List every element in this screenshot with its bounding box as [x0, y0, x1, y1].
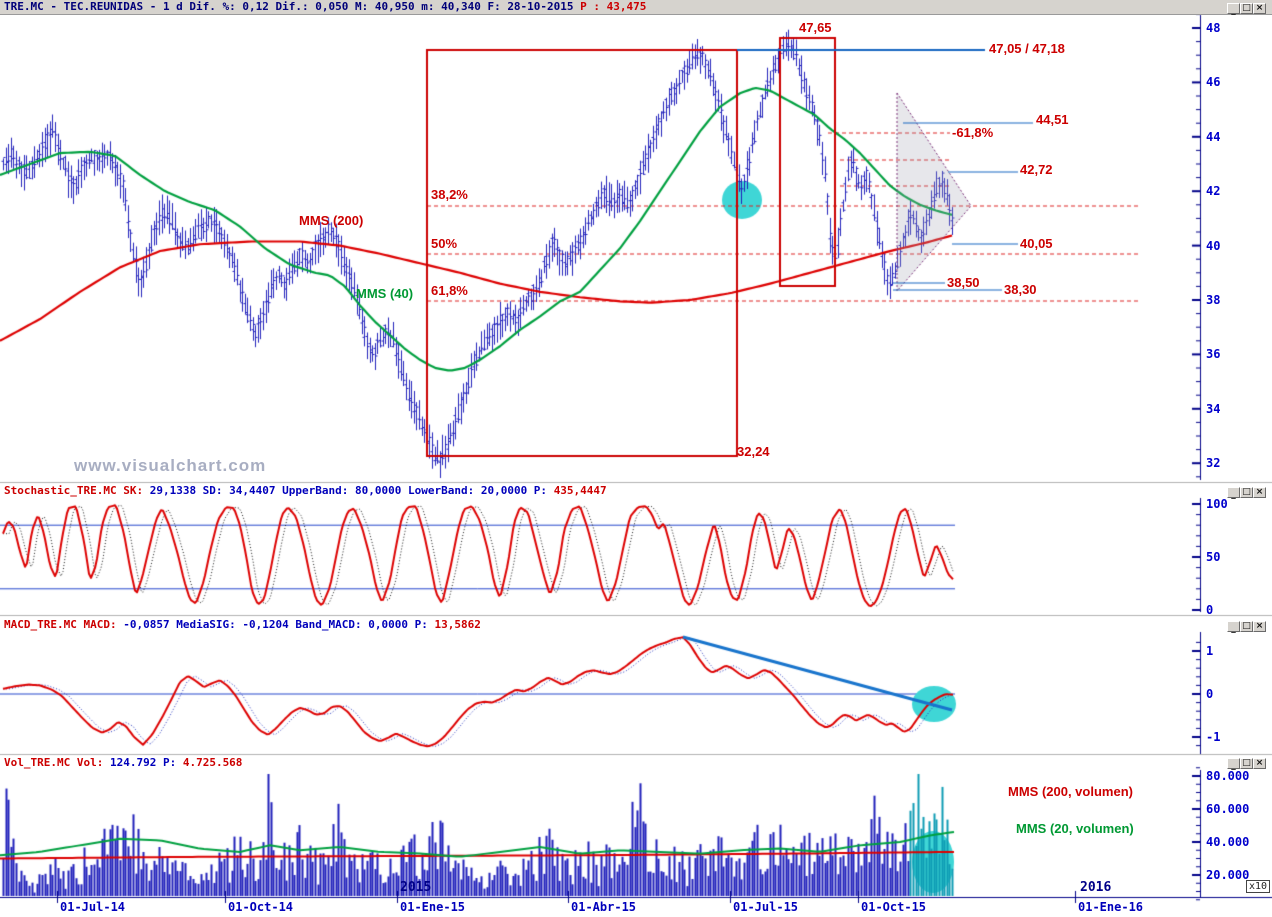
panel2-close-button[interactable]: × — [1253, 621, 1266, 632]
volume-scale-multiplier: x10 — [1246, 880, 1271, 893]
vol-ytick-80: 80.000 — [1206, 769, 1250, 783]
stoch-ytick-0: 0 — [1206, 603, 1214, 617]
xaxis-label-01-Ene-16: 01-Ene-16 — [1078, 900, 1144, 914]
panel0-close-button[interactable]: × — [1253, 3, 1266, 14]
mms-200-label: MMS (200) — [299, 213, 364, 228]
panel3-minimize-button[interactable]: _ — [1227, 758, 1240, 771]
volume-header: Vol_TRE.MC Vol: 124.792 P: 4.725.568 — [4, 756, 242, 769]
main-ytick-32: 32 — [1206, 456, 1221, 471]
level-44-51-label: 44,51 — [1036, 112, 1069, 127]
mms-200-volume-label: MMS (200, volumen) — [1008, 784, 1133, 799]
fib-50-label: 50% — [431, 236, 458, 251]
macd-values: -0,0857 MediaSIG: -0,1204 Band_MACD: 0,0… — [123, 618, 435, 631]
fib-ext-61-8-label: -61,8% — [952, 125, 994, 140]
macd-ytick-1: 1 — [1206, 644, 1214, 658]
titlebar: TRE.MC - TEC.REUNIDAS - 1 d Dif. %: 0,12… — [0, 0, 1272, 15]
panel0-minimize-button[interactable]: _ — [1227, 3, 1240, 16]
year-label-2015: 2015 — [400, 880, 432, 895]
xaxis-label-01-Jul-14: 01-Jul-14 — [60, 900, 126, 914]
xaxis-label-01-Jul-15: 01-Jul-15 — [733, 900, 799, 914]
mms-40-label: MMS (40) — [356, 286, 414, 301]
main-ytick-36: 36 — [1206, 347, 1221, 362]
main-ytick-44: 44 — [1206, 129, 1221, 144]
panel1-minimize-button[interactable]: _ — [1227, 487, 1240, 500]
watermark: www.visualchart.com — [74, 456, 267, 475]
peak-price-label: 47,65 — [799, 20, 832, 35]
panel3-maximize-button[interactable]: □ — [1240, 758, 1253, 769]
panel1-maximize-button[interactable]: □ — [1240, 487, 1253, 498]
volume-label: Vol_TRE.MC Vol: — [4, 756, 110, 769]
stoch-ytick-100: 100 — [1206, 497, 1228, 511]
macd-ytick--1: -1 — [1206, 730, 1221, 744]
level-42-72-label: 42,72 — [1020, 162, 1053, 177]
panel1-close-button[interactable]: × — [1253, 487, 1266, 498]
main-ytick-42: 42 — [1206, 184, 1221, 199]
macd-header: MACD_TRE.MC MACD: -0,0857 MediaSIG: -0,1… — [4, 618, 481, 631]
vol-ytick-20: 20.000 — [1206, 868, 1250, 882]
xaxis-label-01-Oct-15: 01-Oct-15 — [861, 900, 927, 914]
stoch-ytick-50: 50 — [1206, 550, 1221, 564]
macd-label: MACD_TRE.MC MACD: — [4, 618, 124, 631]
stochastic-values: 29,1338 SD: 34,4407 UpperBand: 80,0000 L… — [149, 484, 554, 497]
fib-61-8-label: 61,8% — [431, 283, 468, 298]
macd-ytick-0: 0 — [1206, 687, 1214, 701]
rect-low-label: 32,24 — [737, 444, 770, 459]
xaxis-label-01-Abr-15: 01-Abr-15 — [571, 900, 637, 914]
level-40-05-label: 40,05 — [1020, 236, 1053, 251]
stochastic-label: Stochastic_TRE.MC SK: — [4, 484, 150, 497]
volume-p-value: 4.725.568 — [182, 756, 243, 769]
instrument-info: TRE.MC - TEC.REUNIDAS - 1 d Dif. %: 0,12… — [4, 0, 581, 13]
xaxis-label-01-Ene-15: 01-Ene-15 — [400, 900, 466, 914]
vol-ytick-40: 40.000 — [1206, 835, 1250, 849]
panel3-close-button[interactable]: × — [1253, 758, 1266, 769]
price-info: P : 43,475 — [580, 0, 647, 13]
macd-p-value: 13,5862 — [434, 618, 481, 631]
main-ytick-48: 48 — [1206, 21, 1221, 35]
main-ytick-38: 38 — [1206, 293, 1221, 307]
panel0-maximize-button[interactable]: □ — [1240, 3, 1253, 14]
year-label-2016: 2016 — [1080, 880, 1112, 895]
level-38-50-label: 38,50 — [947, 275, 980, 290]
main-ytick-46: 46 — [1206, 75, 1221, 90]
fib-38-2-label: 38,2% — [431, 187, 468, 202]
main-ytick-34: 34 — [1206, 401, 1221, 416]
main-ytick-40: 40 — [1206, 238, 1221, 253]
mms-20-volume-label: MMS (20, volumen) — [1016, 821, 1134, 836]
stochastic-header: Stochastic_TRE.MC SK: 29,1338 SD: 34,440… — [4, 484, 607, 497]
vol-ytick-60: 60.000 — [1206, 802, 1250, 816]
level-38-30-label: 38,30 — [1004, 282, 1037, 297]
resistance-label: 47,05 / 47,18 — [989, 41, 1065, 56]
stochastic-p-value: 435,4447 — [553, 484, 607, 497]
panel2-minimize-button[interactable]: _ — [1227, 621, 1240, 634]
volume-values: 124.792 P: — [109, 756, 183, 769]
xaxis-label-01-Oct-14: 01-Oct-14 — [228, 900, 294, 914]
panel2-maximize-button[interactable]: □ — [1240, 621, 1253, 632]
